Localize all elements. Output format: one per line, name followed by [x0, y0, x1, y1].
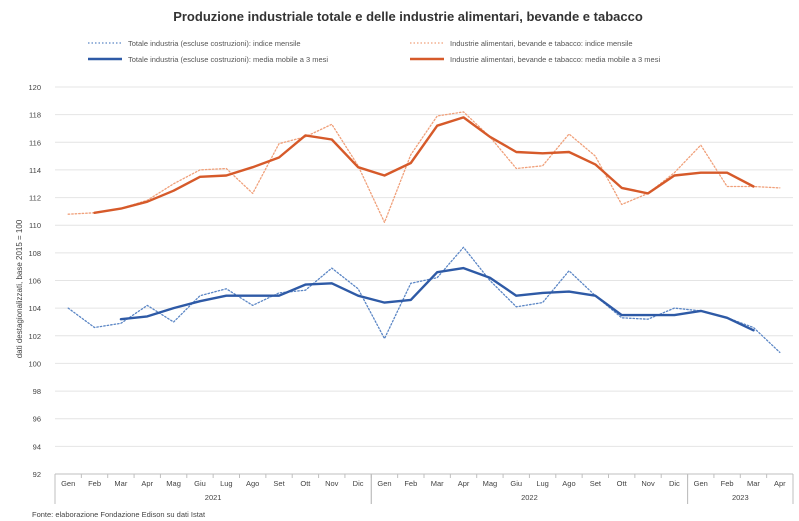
- y-tick-label: 92: [33, 470, 41, 479]
- y-tick-label: 96: [33, 415, 41, 424]
- x-tick-label: Ago: [246, 479, 259, 488]
- x-year-label: 2021: [205, 493, 222, 502]
- y-tick-label: 114: [29, 166, 41, 175]
- x-tick-label: Feb: [721, 479, 734, 488]
- series-line-1: [67, 246, 781, 354]
- series-line-3: [67, 111, 781, 224]
- chart-title: Produzione industriale totale e delle in…: [173, 9, 643, 24]
- y-tick-label: 100: [28, 359, 41, 368]
- series-layer: [67, 111, 781, 354]
- x-tick-label: Mag: [166, 479, 181, 488]
- x-year-label: 2022: [521, 493, 538, 502]
- y-tick-label: 104: [28, 304, 41, 313]
- x-tick-label: Gen: [61, 479, 75, 488]
- x-tick-label: Mag: [483, 479, 498, 488]
- x-tick-label: Ago: [562, 479, 575, 488]
- x-axis: Gen Feb Mar Apr Mag Giu Lug Ago Set Ott Nov Dic Gen F…: [54, 473, 794, 504]
- y-tick-label: 98: [33, 387, 41, 396]
- x-tick-label: Apr: [458, 479, 470, 488]
- y-tick-label: 106: [28, 277, 41, 286]
- x-tick-label: Feb: [404, 479, 417, 488]
- series-line-4: [93, 116, 755, 215]
- x-tick-label: Lug: [536, 479, 549, 488]
- x-tick-label: Mar: [431, 479, 444, 488]
- x-tick-label: Gen: [694, 479, 708, 488]
- x-tick-label: Giu: [194, 479, 206, 488]
- legend-label: Totale industria (escluse costruzioni): …: [128, 55, 328, 64]
- x-tick-label: Gen: [377, 479, 391, 488]
- legend: Totale industria (escluse costruzioni): …: [88, 39, 660, 64]
- x-tick-label: Ott: [300, 479, 311, 488]
- x-tick-label: Dic: [669, 479, 680, 488]
- x-tick-label: Set: [590, 479, 602, 488]
- y-axis-label: dati destagionalizzati, base 2015 = 100: [15, 219, 24, 358]
- y-tick-label: 116: [29, 138, 41, 147]
- x-tick-label: Nov: [641, 479, 655, 488]
- x-tick-label: Feb: [88, 479, 101, 488]
- x-tick-label: Ott: [617, 479, 628, 488]
- x-tick-label: Set: [273, 479, 285, 488]
- x-tick-label: Mar: [747, 479, 760, 488]
- x-tick-label: Nov: [325, 479, 339, 488]
- legend-label: Industrie alimentari, bevande e tabacco:…: [450, 55, 660, 64]
- series-line-2: [119, 266, 755, 332]
- x-tick-label: Dic: [353, 479, 364, 488]
- x-year-label: 2023: [732, 493, 749, 502]
- source-note: Fonte: elaborazione Fondazione Edison su…: [32, 510, 206, 519]
- y-tick-label: 110: [29, 221, 41, 230]
- x-tick-label: Apr: [141, 479, 153, 488]
- y-tick-label: 120: [28, 83, 41, 92]
- y-tick-label: 118: [29, 111, 41, 120]
- legend-label: Industrie alimentari, bevande e tabacco:…: [450, 39, 633, 48]
- x-tick-label: Lug: [220, 479, 233, 488]
- x-tick-label: Mar: [114, 479, 127, 488]
- y-tick-label: 112: [29, 194, 41, 203]
- x-tick-label: Apr: [774, 479, 786, 488]
- y-tick-label: 108: [28, 249, 41, 258]
- y-axis-ticks: 92 94 96 98 100 102 104 106 108 110 112 114 116 118 12…: [28, 83, 41, 479]
- legend-label: Totale industria (escluse costruzioni): …: [128, 39, 301, 48]
- y-tick-label: 102: [28, 332, 41, 341]
- y-tick-label: 94: [33, 442, 41, 451]
- x-tick-label: Giu: [510, 479, 522, 488]
